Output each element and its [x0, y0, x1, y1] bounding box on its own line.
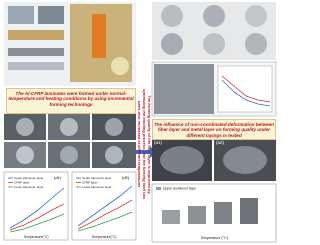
- dome: [60, 118, 78, 136]
- caption: The influence of non-coordinated deforma…: [152, 119, 276, 140]
- axis-label: Temperature (°C): [200, 236, 228, 240]
- legend-entry: Upper Aluminum layer: [14, 176, 44, 180]
- panel-label: (a2): [216, 140, 225, 145]
- legend-entry: CFRP layer: [14, 180, 29, 184]
- laminate-sketch: [8, 62, 64, 70]
- photo: [8, 6, 34, 24]
- sample-photo: [188, 206, 206, 224]
- dome: [245, 5, 267, 27]
- chart-frame: [71, 171, 137, 241]
- dome: [60, 146, 78, 164]
- panel-label: (d2): [122, 175, 130, 180]
- arrow: [136, 146, 156, 158]
- chart-frame: [217, 65, 273, 113]
- sample-photo: [240, 198, 258, 224]
- stacked-photos: [154, 64, 214, 114]
- axis-label: Temperature(°C): [91, 235, 116, 239]
- curve: [77, 211, 133, 232]
- dome: [223, 146, 267, 174]
- curve: [221, 79, 271, 107]
- dome: [203, 5, 225, 27]
- laminate-sketch: [8, 48, 64, 56]
- chart-frame: [3, 171, 69, 241]
- curve: [77, 199, 133, 230]
- caption: The forming quality of the fiber layer i…: [137, 88, 152, 199]
- legend-entry: Upper aluminum layer: [163, 186, 197, 190]
- photo: [38, 6, 64, 24]
- chart-panel: [151, 183, 277, 243]
- curve: [221, 75, 271, 103]
- dome: [160, 146, 204, 174]
- curve: [9, 213, 65, 233]
- dome: [245, 33, 267, 55]
- sample-photo: [214, 202, 232, 224]
- curve: [9, 203, 65, 231]
- dome: [161, 33, 183, 55]
- workpiece: [111, 57, 129, 75]
- legend-entry: CFRP layer: [82, 180, 97, 184]
- chart-panel: [3, 171, 69, 241]
- caption: The Al-CFRP laminates were formed under …: [6, 88, 136, 114]
- chart-panel: [71, 171, 137, 241]
- curve: [9, 187, 65, 229]
- legend-entry: Lower Aluminum layer: [14, 185, 44, 189]
- legend-entry: Upper Aluminum layer: [82, 176, 112, 180]
- panel-label: (d1): [54, 175, 62, 180]
- axis-label: Temperature(°C): [23, 235, 48, 239]
- dome: [105, 118, 123, 136]
- sample-photo: [162, 210, 180, 224]
- legend-swatch: [156, 187, 161, 190]
- curve: [77, 185, 133, 227]
- photo-grid: [161, 5, 267, 55]
- legend-entry: Lower Aluminum layer: [82, 185, 112, 189]
- dome: [16, 146, 34, 164]
- dome: [203, 33, 225, 55]
- panel-label: (a1): [154, 140, 163, 145]
- graphical-abstract: (d1) Upper Aluminum layer CFRP layer Lower …: [3, 2, 277, 243]
- dome: [161, 5, 183, 27]
- photo-grid: [4, 114, 136, 168]
- laminate-sketch: [8, 30, 64, 40]
- dome: [105, 146, 123, 164]
- dome: [16, 118, 34, 136]
- robot-arm: [92, 14, 106, 58]
